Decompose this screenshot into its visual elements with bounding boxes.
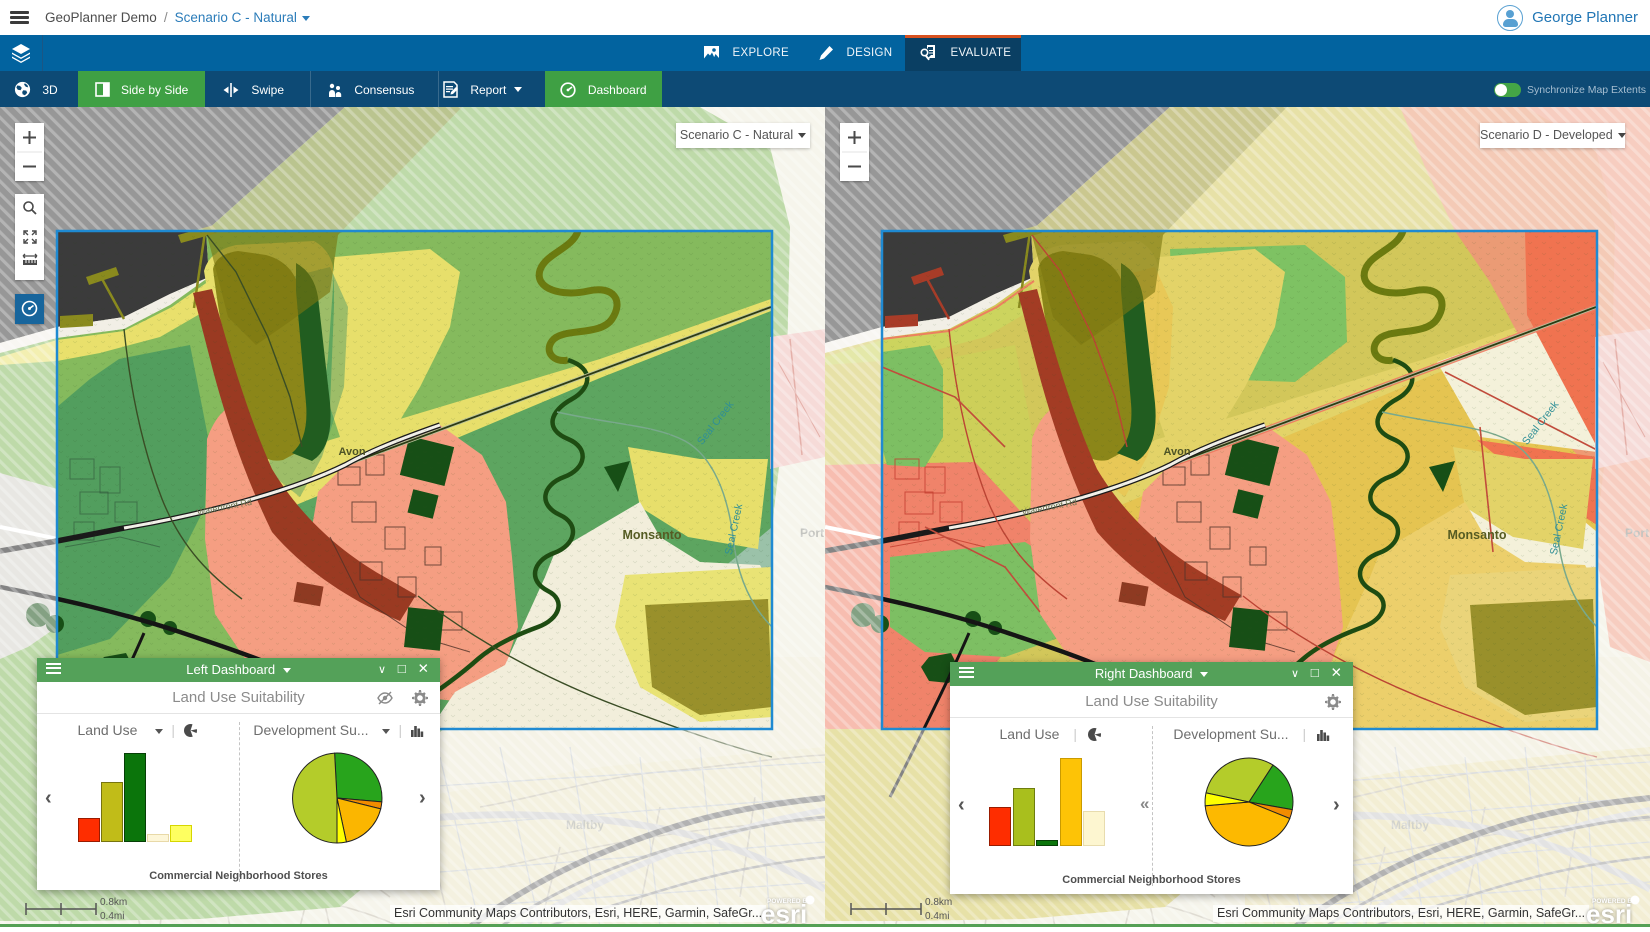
svg-text:POWERED BY: POWERED BY <box>1592 898 1637 905</box>
svg-text:0.4mi: 0.4mi <box>100 911 124 922</box>
svg-text:0.8km: 0.8km <box>925 897 952 908</box>
svg-text:esri: esri <box>761 899 807 927</box>
svg-text:0.8km: 0.8km <box>100 897 127 908</box>
svg-text:0.4mi: 0.4mi <box>925 911 949 922</box>
svg-text:esri: esri <box>1586 899 1632 927</box>
svg-text:POWERED BY: POWERED BY <box>767 898 812 905</box>
